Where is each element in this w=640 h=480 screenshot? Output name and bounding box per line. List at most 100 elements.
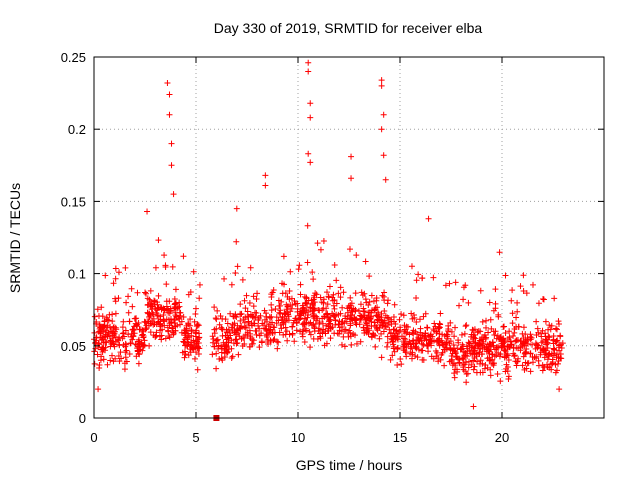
data-point <box>303 319 310 326</box>
data-point <box>455 337 462 344</box>
data-point <box>172 309 179 316</box>
data-point <box>133 353 140 360</box>
data-point <box>191 355 198 362</box>
data-point <box>131 330 138 337</box>
data-point <box>316 307 323 314</box>
data-point <box>372 343 379 350</box>
data-point <box>360 308 367 315</box>
data-point <box>366 327 373 334</box>
data-point <box>112 324 119 331</box>
data-point <box>119 324 126 331</box>
data-point <box>299 333 306 340</box>
data-point <box>99 346 106 353</box>
data-point <box>502 329 509 336</box>
data-point <box>189 344 196 351</box>
data-point <box>323 305 330 312</box>
data-point <box>157 320 164 327</box>
data-point <box>407 350 414 357</box>
data-point <box>491 331 498 338</box>
data-point <box>112 298 119 305</box>
data-point <box>408 310 415 317</box>
data-point <box>253 328 260 335</box>
data-point <box>215 342 222 349</box>
data-point <box>385 297 392 304</box>
data-point <box>166 91 173 98</box>
data-point <box>225 326 232 333</box>
y-tick-label: 0.25 <box>61 50 86 65</box>
data-point <box>301 338 308 345</box>
data-point <box>397 355 404 362</box>
data-point <box>168 316 175 323</box>
data-point <box>190 268 197 275</box>
data-point <box>424 324 431 331</box>
data-point <box>366 309 373 316</box>
data-point <box>494 371 501 378</box>
data-point <box>98 353 105 360</box>
data-point <box>347 322 354 329</box>
data-point <box>286 288 293 295</box>
data-point <box>496 249 503 256</box>
data-point <box>452 279 459 286</box>
data-point <box>297 328 304 335</box>
data-point <box>289 323 296 330</box>
data-point <box>155 237 162 244</box>
data-point <box>278 325 285 332</box>
data-point <box>555 321 562 328</box>
data-point <box>349 308 356 315</box>
data-point <box>311 292 318 299</box>
data-point <box>495 349 502 356</box>
data-point <box>340 333 347 340</box>
data-point <box>289 301 296 308</box>
data-point <box>342 312 349 319</box>
data-point <box>293 327 300 334</box>
data-point <box>379 322 386 329</box>
data-point <box>413 277 420 284</box>
data-point <box>522 349 529 356</box>
data-point <box>269 319 276 326</box>
data-point <box>517 283 524 290</box>
data-point <box>279 290 286 297</box>
data-point <box>292 315 299 322</box>
data-point <box>234 263 241 270</box>
data-point <box>527 331 534 338</box>
data-point <box>279 280 286 287</box>
data-point <box>331 313 338 320</box>
data-points <box>91 59 566 421</box>
data-point <box>401 322 408 329</box>
data-point <box>158 304 165 311</box>
data-point <box>143 290 150 297</box>
data-point <box>166 298 173 305</box>
data-point <box>391 301 398 308</box>
data-point <box>265 323 272 330</box>
data-point <box>511 326 518 333</box>
data-point <box>166 332 173 339</box>
data-point <box>406 338 413 345</box>
data-point <box>247 264 254 271</box>
data-point <box>135 336 142 343</box>
data-point <box>384 333 391 340</box>
data-point <box>330 312 337 319</box>
data-point <box>511 353 518 360</box>
data-point <box>214 336 221 343</box>
data-point <box>218 355 225 362</box>
data-point <box>402 336 409 343</box>
data-point <box>355 307 362 314</box>
data-point <box>131 323 138 330</box>
data-point <box>490 342 497 349</box>
data-point <box>107 343 114 350</box>
data-point <box>545 326 552 333</box>
data-point <box>148 300 155 307</box>
data-point <box>348 153 355 160</box>
data-point <box>92 345 99 352</box>
data-point <box>255 322 262 329</box>
data-point <box>370 330 377 337</box>
data-point <box>487 372 494 379</box>
data-point <box>104 324 111 331</box>
x-tick-label: 15 <box>393 430 407 445</box>
data-point <box>277 310 284 317</box>
data-point <box>434 328 441 335</box>
data-point <box>437 310 444 317</box>
data-point <box>393 328 400 335</box>
data-point <box>112 275 119 282</box>
data-point <box>477 328 484 335</box>
